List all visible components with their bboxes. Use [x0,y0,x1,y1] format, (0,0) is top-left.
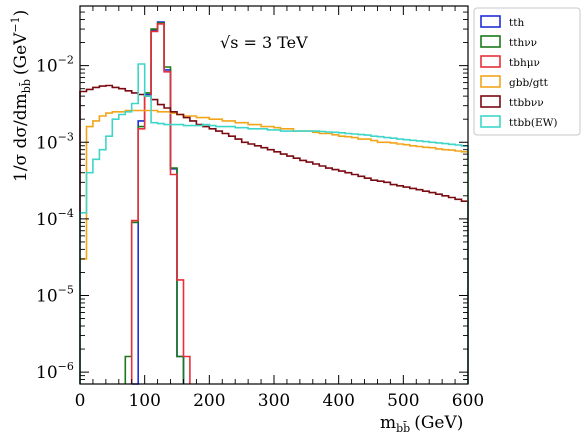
x-axis-title-main: m [380,413,396,433]
legend-label-5: ttbb(EW) [509,117,558,129]
legend-swatch-0 [480,15,501,28]
x-tick-label: 400 [322,391,354,411]
series-line-5 [79,63,469,384]
series-layer [79,21,469,385]
y-tick-label: 10−5 [36,284,74,307]
y-axis-title: 1/σ dσ/dmbb̄ (GeV−1) [9,10,33,182]
legend-label-2: tbhμν [509,57,540,69]
legend-swatch-3 [480,75,501,88]
legend-label-0: tth [509,17,524,29]
ticks-layer: 0 100 200 300 400 500 600 10−6 10−5 10−4 10−3 10−2 [36,6,484,411]
annotation-sqrt-s: √s = 3 TeV [220,33,308,52]
legend-label-4: ttbbνν [509,97,544,109]
x-axis-title-unit: (GeV) [414,413,463,433]
plot-frame [79,5,469,385]
y-axis-title-main: 1/σ dσ/dm [11,93,31,182]
legend-swatch-5 [480,115,501,128]
legend-swatch-4 [480,95,501,108]
x-tick-label: 200 [193,391,225,411]
y-tick-label: 10−3 [36,130,74,153]
x-axis-title: mbb̄ (GeV) [380,413,463,435]
x-tick-label: 500 [387,391,419,411]
x-axis-title-sub: bb̄ [396,422,410,435]
legend-label-1: tthνν [509,37,537,49]
x-tick-label: 300 [258,391,290,411]
y-tick-label: 10−4 [36,207,74,230]
series-line-3 [79,109,469,384]
legend-swatch-2 [480,55,501,68]
series-line-2 [130,23,191,384]
y-axis-title-unit-sup: −1 [9,16,22,32]
x-tick-label: 0 [75,391,86,411]
y-axis-title-unit-close: ) [11,10,31,17]
series-line-1 [124,22,185,384]
y-tick-label: 10−2 [36,54,74,77]
legend-swatch-1 [480,35,501,48]
y-axis-title-unit-open: (GeV [11,32,31,75]
y-tick-label: 10−6 [36,360,74,383]
legend-label-3: gbb/gtt [509,77,549,89]
x-tick-label: 100 [128,391,160,411]
y-axis-title-sub: bb̄ [20,79,33,93]
legend: tth tthνν tbhμν gbb/gtt ttbbνν ttbb(EW) [473,7,581,136]
x-tick-label: 600 [452,391,484,411]
